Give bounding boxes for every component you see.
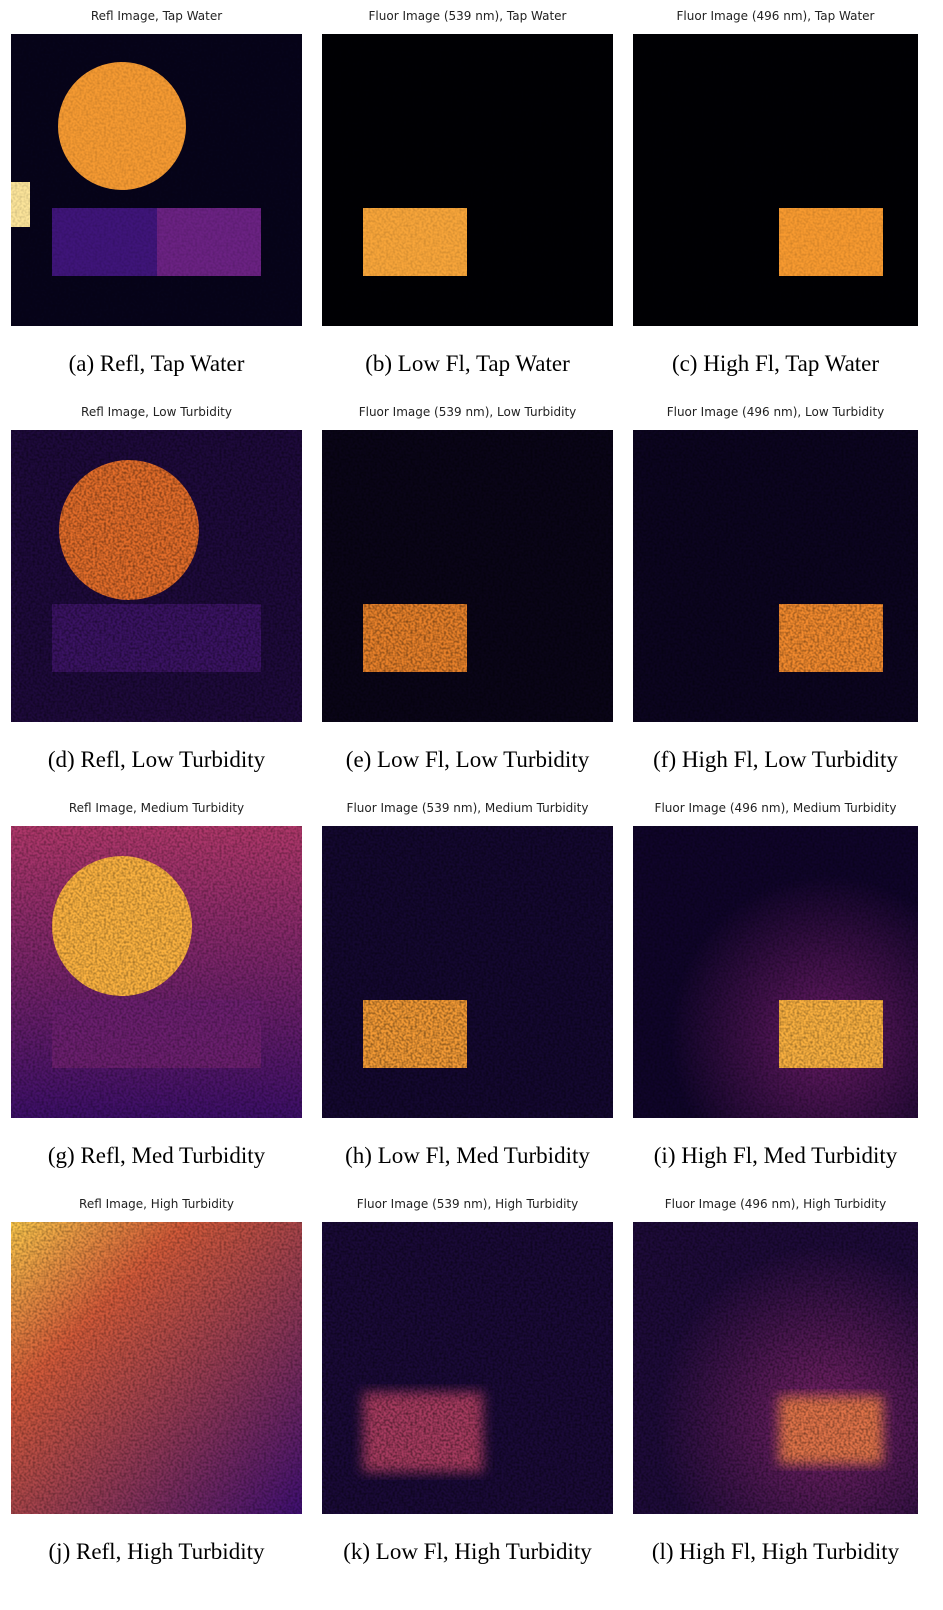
figure: Refl Image, Tap Water (a) Refl, Tap Water… <box>0 0 943 1610</box>
panel-image <box>322 430 613 722</box>
panel-caption: (f) High Fl, Low Turbidity <box>653 747 898 772</box>
panel-title: Fluor Image (539 nm), High Turbidity <box>357 1197 578 1211</box>
panel-caption: (i) High Fl, Med Turbidity <box>654 1143 898 1168</box>
noise <box>633 826 918 1118</box>
noise <box>633 34 918 326</box>
panel-title: Fluor Image (496 nm), High Turbidity <box>665 1197 886 1211</box>
panel-image <box>322 826 613 1118</box>
panel-image <box>633 826 918 1118</box>
noise <box>11 430 302 722</box>
panel-caption: (l) High Fl, High Turbidity <box>652 1539 900 1564</box>
panel-image <box>11 826 302 1118</box>
panel-caption: (d) Refl, Low Turbidity <box>48 747 266 772</box>
noise <box>322 826 613 1118</box>
panel-image <box>322 1222 613 1514</box>
panel-image <box>322 34 613 326</box>
noise <box>633 1222 918 1514</box>
panel-caption: (j) Refl, High Turbidity <box>49 1539 265 1564</box>
noise <box>633 430 918 722</box>
panel-caption: (b) Low Fl, Tap Water <box>365 351 570 376</box>
panel-title: Refl Image, High Turbidity <box>79 1197 234 1211</box>
panel-caption: (h) Low Fl, Med Turbidity <box>345 1143 590 1168</box>
noise <box>11 826 302 1118</box>
panel-title: Fluor Image (539 nm), Low Turbidity <box>359 405 577 419</box>
panel-title: Refl Image, Tap Water <box>91 9 222 23</box>
panel-title: Refl Image, Low Turbidity <box>81 405 232 419</box>
panel-title: Fluor Image (539 nm), Medium Turbidity <box>347 801 589 815</box>
panel-title: Refl Image, Medium Turbidity <box>69 801 244 815</box>
panel-caption: (a) Refl, Tap Water <box>69 351 245 376</box>
panel-title: Fluor Image (496 nm), Low Turbidity <box>667 405 885 419</box>
panel-image <box>11 430 302 722</box>
noise <box>322 34 613 326</box>
panel-image <box>11 34 302 326</box>
noise <box>322 430 613 722</box>
panel-image <box>633 34 918 326</box>
panel-title: Fluor Image (496 nm), Tap Water <box>677 9 875 23</box>
panel-image <box>633 430 918 722</box>
noise <box>11 34 302 326</box>
panel-image <box>11 1222 302 1514</box>
panel-image <box>633 1222 918 1514</box>
noise <box>11 1222 302 1514</box>
panel-title: Fluor Image (539 nm), Tap Water <box>369 9 567 23</box>
panel-caption: (g) Refl, Med Turbidity <box>48 1143 266 1168</box>
panel-caption: (e) Low Fl, Low Turbidity <box>346 747 590 772</box>
noise <box>322 1222 613 1514</box>
panel-title: Fluor Image (496 nm), Medium Turbidity <box>655 801 897 815</box>
panel-caption: (c) High Fl, Tap Water <box>672 351 879 376</box>
panel-caption: (k) Low Fl, High Turbidity <box>343 1539 592 1564</box>
